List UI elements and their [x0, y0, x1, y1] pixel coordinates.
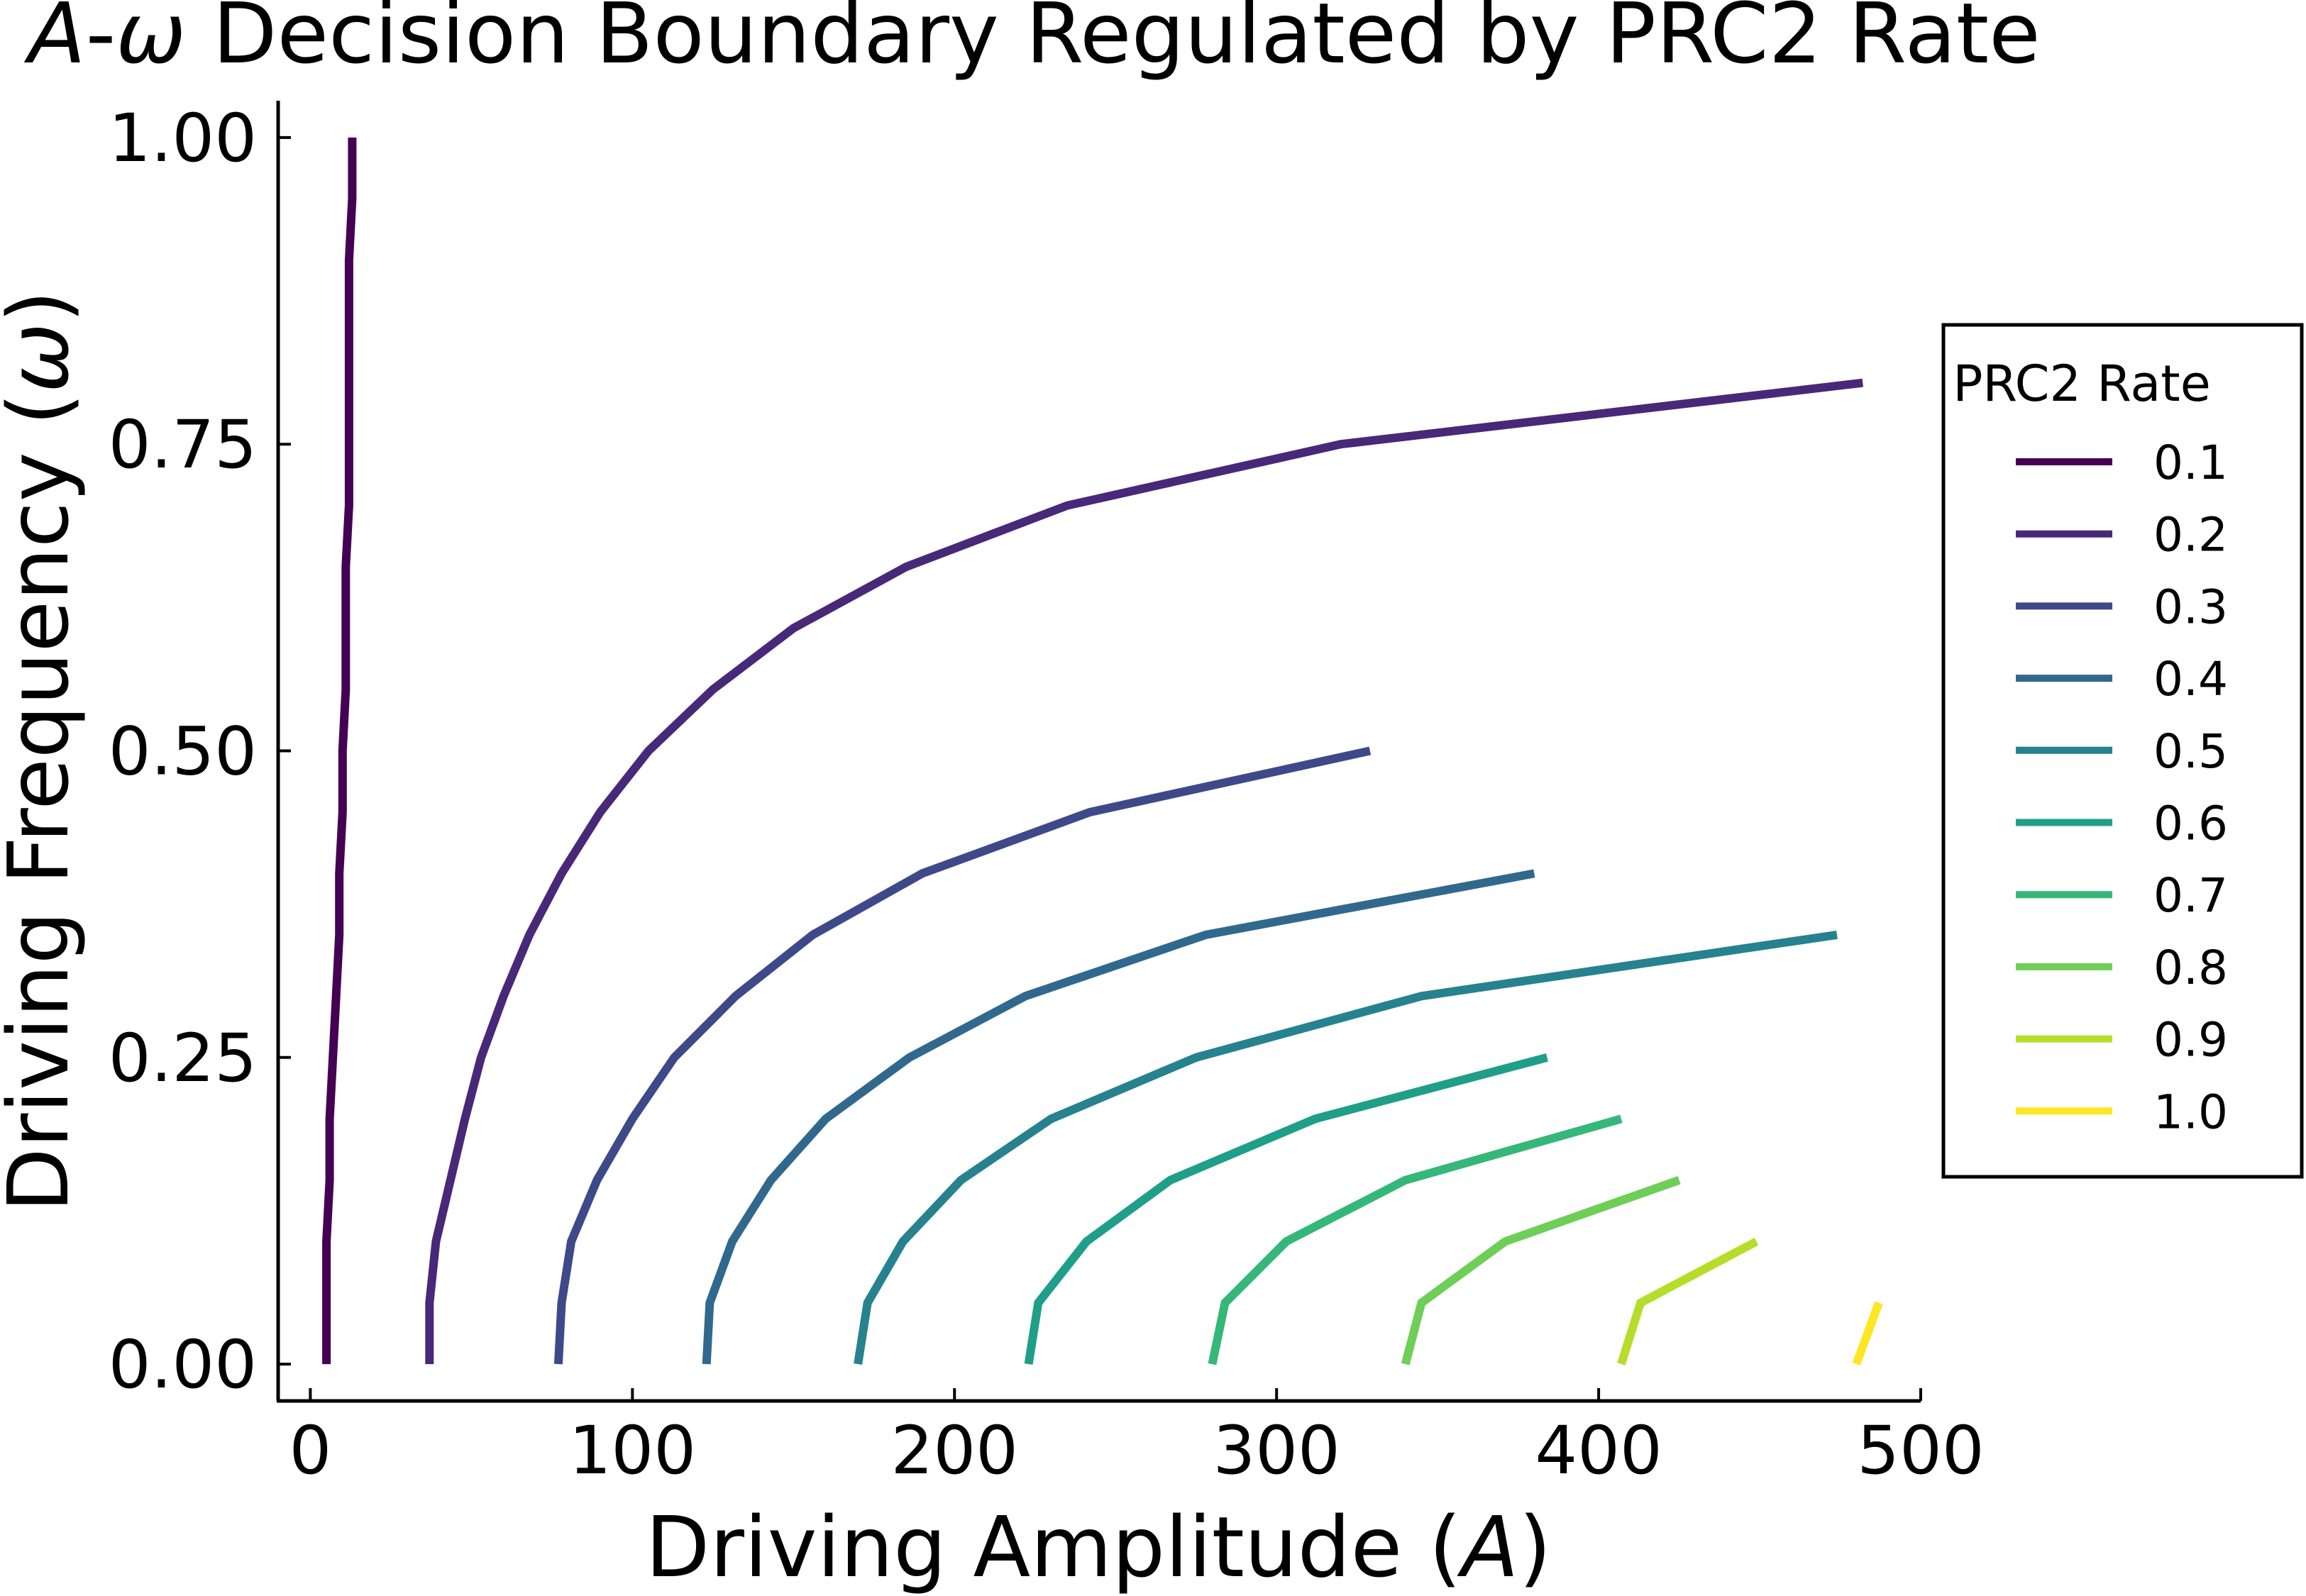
- y-tick-label-4: 1.00: [109, 100, 257, 177]
- x-tick-label-0: 0: [289, 1412, 331, 1490]
- plot-lines: [322, 137, 1883, 1366]
- series-line-0.5: [854, 930, 1838, 1365]
- legend-title: PRC2 Rate: [1953, 355, 2211, 413]
- x-tick-label-3: 300: [1213, 1412, 1340, 1490]
- legend: PRC2 Rate 0.1 0.2 0.3 0.4 0.5 0.6 0.7 0.8 0.9 1.0: [1941, 323, 2304, 1179]
- chart-title-omega: ω: [116, 0, 186, 82]
- y-tick-label-1: 0.25: [109, 1020, 257, 1097]
- series-line-0.1: [322, 137, 357, 1365]
- x-tick-label-2: 200: [891, 1412, 1018, 1490]
- x-axis-label-prefix: Driving Amplitude (: [646, 1498, 1462, 1596]
- x-axis-label: Driving Amplitude (A): [646, 1498, 1552, 1596]
- chart-title: A-ω Decision Boundary Regulated by PRC2 …: [23, 0, 2041, 82]
- series-line-0.2: [425, 378, 1864, 1365]
- y-axis-label: Driving Frequency (ω): [0, 290, 87, 1212]
- legend-label-1: 0.2: [2153, 508, 2228, 563]
- legend-label-0: 0.1: [2153, 436, 2228, 490]
- legend-label-2: 0.3: [2153, 580, 2228, 634]
- y-axis-label-suffix: ): [0, 290, 87, 323]
- legend-frame: [1941, 323, 2304, 1179]
- chart-title-dash: -: [86, 0, 116, 82]
- series-line-0.3: [553, 746, 1372, 1365]
- series-line-0.7: [1208, 1114, 1623, 1365]
- y-axis-label-prefix: Driving Frequency (: [0, 393, 87, 1212]
- legend-label-4: 0.5: [2153, 724, 2228, 779]
- x-tick-label-1: 100: [569, 1412, 696, 1490]
- y-axis-label-symbol: ω: [0, 323, 87, 393]
- y-tick-label-3: 0.75: [109, 406, 257, 484]
- x-ticks: 0 100 200 300 400 500: [289, 1388, 1985, 1490]
- x-tick-label-5: 500: [1857, 1412, 1984, 1490]
- legend-label-7: 0.8: [2153, 941, 2228, 995]
- x-axis-label-symbol: A: [1457, 1498, 1519, 1596]
- y-ticks: 0.00 0.25 0.50 0.75 1.00: [109, 100, 291, 1404]
- legend-label-5: 0.6: [2153, 797, 2228, 851]
- chart-title-italic: A: [23, 0, 86, 82]
- series-line-0.6: [1024, 1053, 1549, 1365]
- chart-title-rest: Decision Boundary Regulated by PRC2 Rate: [186, 0, 2041, 82]
- y-tick-label-0: 0.00: [109, 1326, 257, 1404]
- series-line-1.0: [1852, 1301, 1883, 1366]
- legend-label-3: 0.4: [2153, 652, 2228, 706]
- series-line-0.8: [1401, 1176, 1681, 1365]
- legend-label-6: 0.7: [2153, 868, 2228, 923]
- series-line-0.4: [702, 869, 1535, 1365]
- series-line-0.9: [1617, 1237, 1759, 1365]
- y-tick-label-2: 0.50: [109, 714, 257, 791]
- x-axis-label-suffix: ): [1518, 1498, 1551, 1596]
- legend-entries: 0.1 0.2 0.3 0.4 0.5 0.6 0.7 0.8 0.9 1.0: [2016, 436, 2228, 1139]
- legend-label-8: 0.9: [2153, 1013, 2228, 1068]
- legend-label-9: 1.0: [2153, 1085, 2228, 1139]
- x-tick-label-4: 400: [1535, 1412, 1662, 1490]
